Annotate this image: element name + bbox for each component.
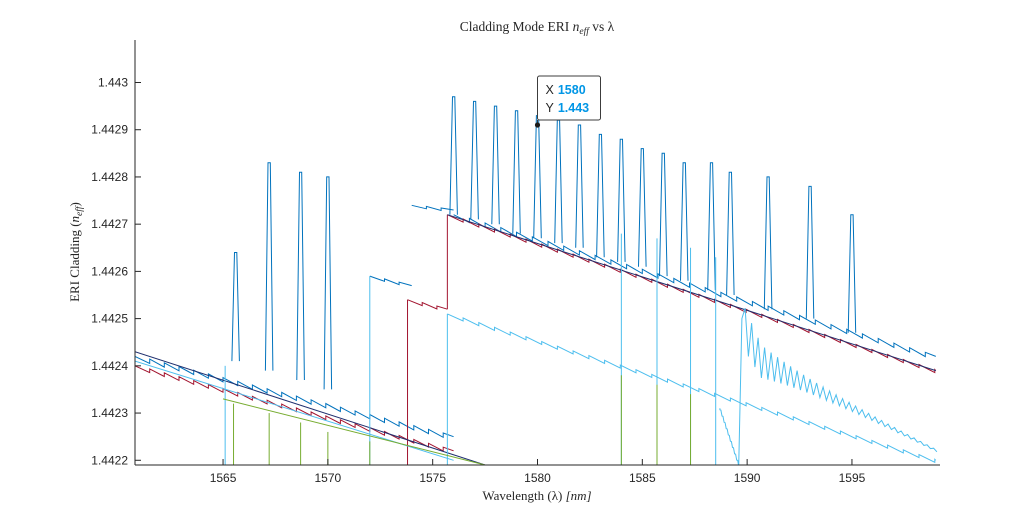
series-blue: [135, 96, 936, 439]
series-blue-peak-11: [596, 133, 605, 258]
data-tip-x-row: X 1580: [546, 83, 586, 97]
x-ticks: 1565 1570 1575 1580 1585 1590 1595: [210, 459, 866, 485]
series-red-line-0: [135, 365, 454, 452]
series-blue-peak-10: [575, 124, 584, 248]
y-axis-label: ERI Cladding (neff): [67, 202, 85, 302]
data-tip-x-value: 1580: [558, 83, 586, 97]
series-blue-peak-6: [491, 105, 500, 225]
series-green: [222, 375, 692, 465]
title-rest: vs λ: [589, 19, 615, 34]
data-tip-y-value: 1.443: [558, 101, 589, 115]
plot-area: [135, 96, 938, 465]
series-blue-line-3: [453, 214, 936, 358]
series-blue-peak-5: [470, 100, 479, 220]
series-blue-peak-14: [659, 152, 668, 277]
series-blue-peak-17: [726, 171, 735, 296]
data-tip-x-key: X: [546, 83, 555, 97]
series-navy: [135, 214, 936, 465]
x-axis-label-unit: [nm]: [566, 488, 592, 503]
y-tick-label: 1.4425: [91, 312, 128, 326]
series-blue-peak-15: [680, 162, 689, 281]
y-tick-label: 1.443: [98, 76, 128, 90]
x-tick-label: 1590: [734, 471, 761, 485]
series-blue-line-1: [369, 275, 412, 287]
y-tick-label: 1.4428: [91, 170, 128, 184]
x-tick-label: 1585: [629, 471, 656, 485]
series-blue-peak-20: [847, 214, 857, 333]
series-blue-peak-16: [707, 162, 716, 291]
y-axis-label-end: ): [67, 202, 82, 206]
y-axis-label-sub: eff: [74, 205, 85, 216]
series-cyan-line-1: [447, 313, 937, 464]
x-tick-label: 1575: [419, 471, 446, 485]
y-tick-label: 1.4426: [91, 264, 128, 278]
x-axis-label-main: Wavelength (λ): [482, 488, 565, 503]
data-tip-y-key: Y: [546, 101, 555, 115]
series-red-line-2: [447, 214, 937, 374]
data-tip[interactable]: X 1580 Y 1.443: [534, 75, 601, 128]
series-blue-peak-3: [323, 176, 333, 390]
y-tick-label: 1.4422: [91, 453, 128, 467]
series-blue-line-2: [411, 204, 454, 212]
y-axis-label-var: n: [67, 216, 82, 223]
series-blue-peak-12: [617, 138, 626, 262]
y-tick-label: 1.4423: [91, 406, 128, 420]
series-blue-line-0: [135, 355, 454, 439]
title-sub: eff: [579, 26, 590, 37]
x-tick-label: 1580: [524, 471, 551, 485]
series-blue-peak-7: [512, 110, 521, 234]
series-green-line-0: [222, 398, 486, 465]
resonance-curve: [719, 308, 938, 465]
data-tip-marker[interactable]: [534, 122, 541, 128]
data-tip-box: [537, 75, 601, 121]
series-blue-peak-13: [638, 148, 647, 267]
x-tick-label: 1565: [210, 471, 237, 485]
data-tip-y-row: Y 1.443: [546, 101, 590, 115]
y-tick-label: 1.4427: [91, 217, 128, 231]
y-axis-label-main: ERI Cladding (: [67, 222, 82, 301]
series-blue-peak-18: [763, 176, 773, 310]
series-blue-peak-4: [449, 96, 458, 215]
series-navy-line-1: [447, 214, 936, 372]
series-blue-peak-1: [264, 162, 274, 371]
series-blue-peak-2: [296, 171, 305, 381]
series-blue-peak-0: [231, 252, 240, 362]
y-tick-label: 1.4429: [91, 123, 128, 137]
y-ticks: 1.4422 1.4423 1.4424 1.4425 1.4426 1.4427 1.44…: [91, 76, 141, 467]
x-tick-label: 1595: [839, 471, 866, 485]
series-blue-peak-19: [805, 185, 815, 319]
chart-title: Cladding Mode ERI neff vs λ: [460, 19, 615, 37]
title-var: n: [573, 19, 580, 34]
series-navy-line-0: [135, 351, 486, 465]
series-red-line-1: [407, 299, 448, 310]
y-tick-label: 1.4424: [91, 359, 128, 373]
x-tick-label: 1570: [315, 471, 342, 485]
title-main: Cladding Mode ERI: [460, 19, 573, 34]
series-red: [135, 214, 937, 465]
x-axis-label: Wavelength (λ) [nm]: [482, 488, 591, 503]
